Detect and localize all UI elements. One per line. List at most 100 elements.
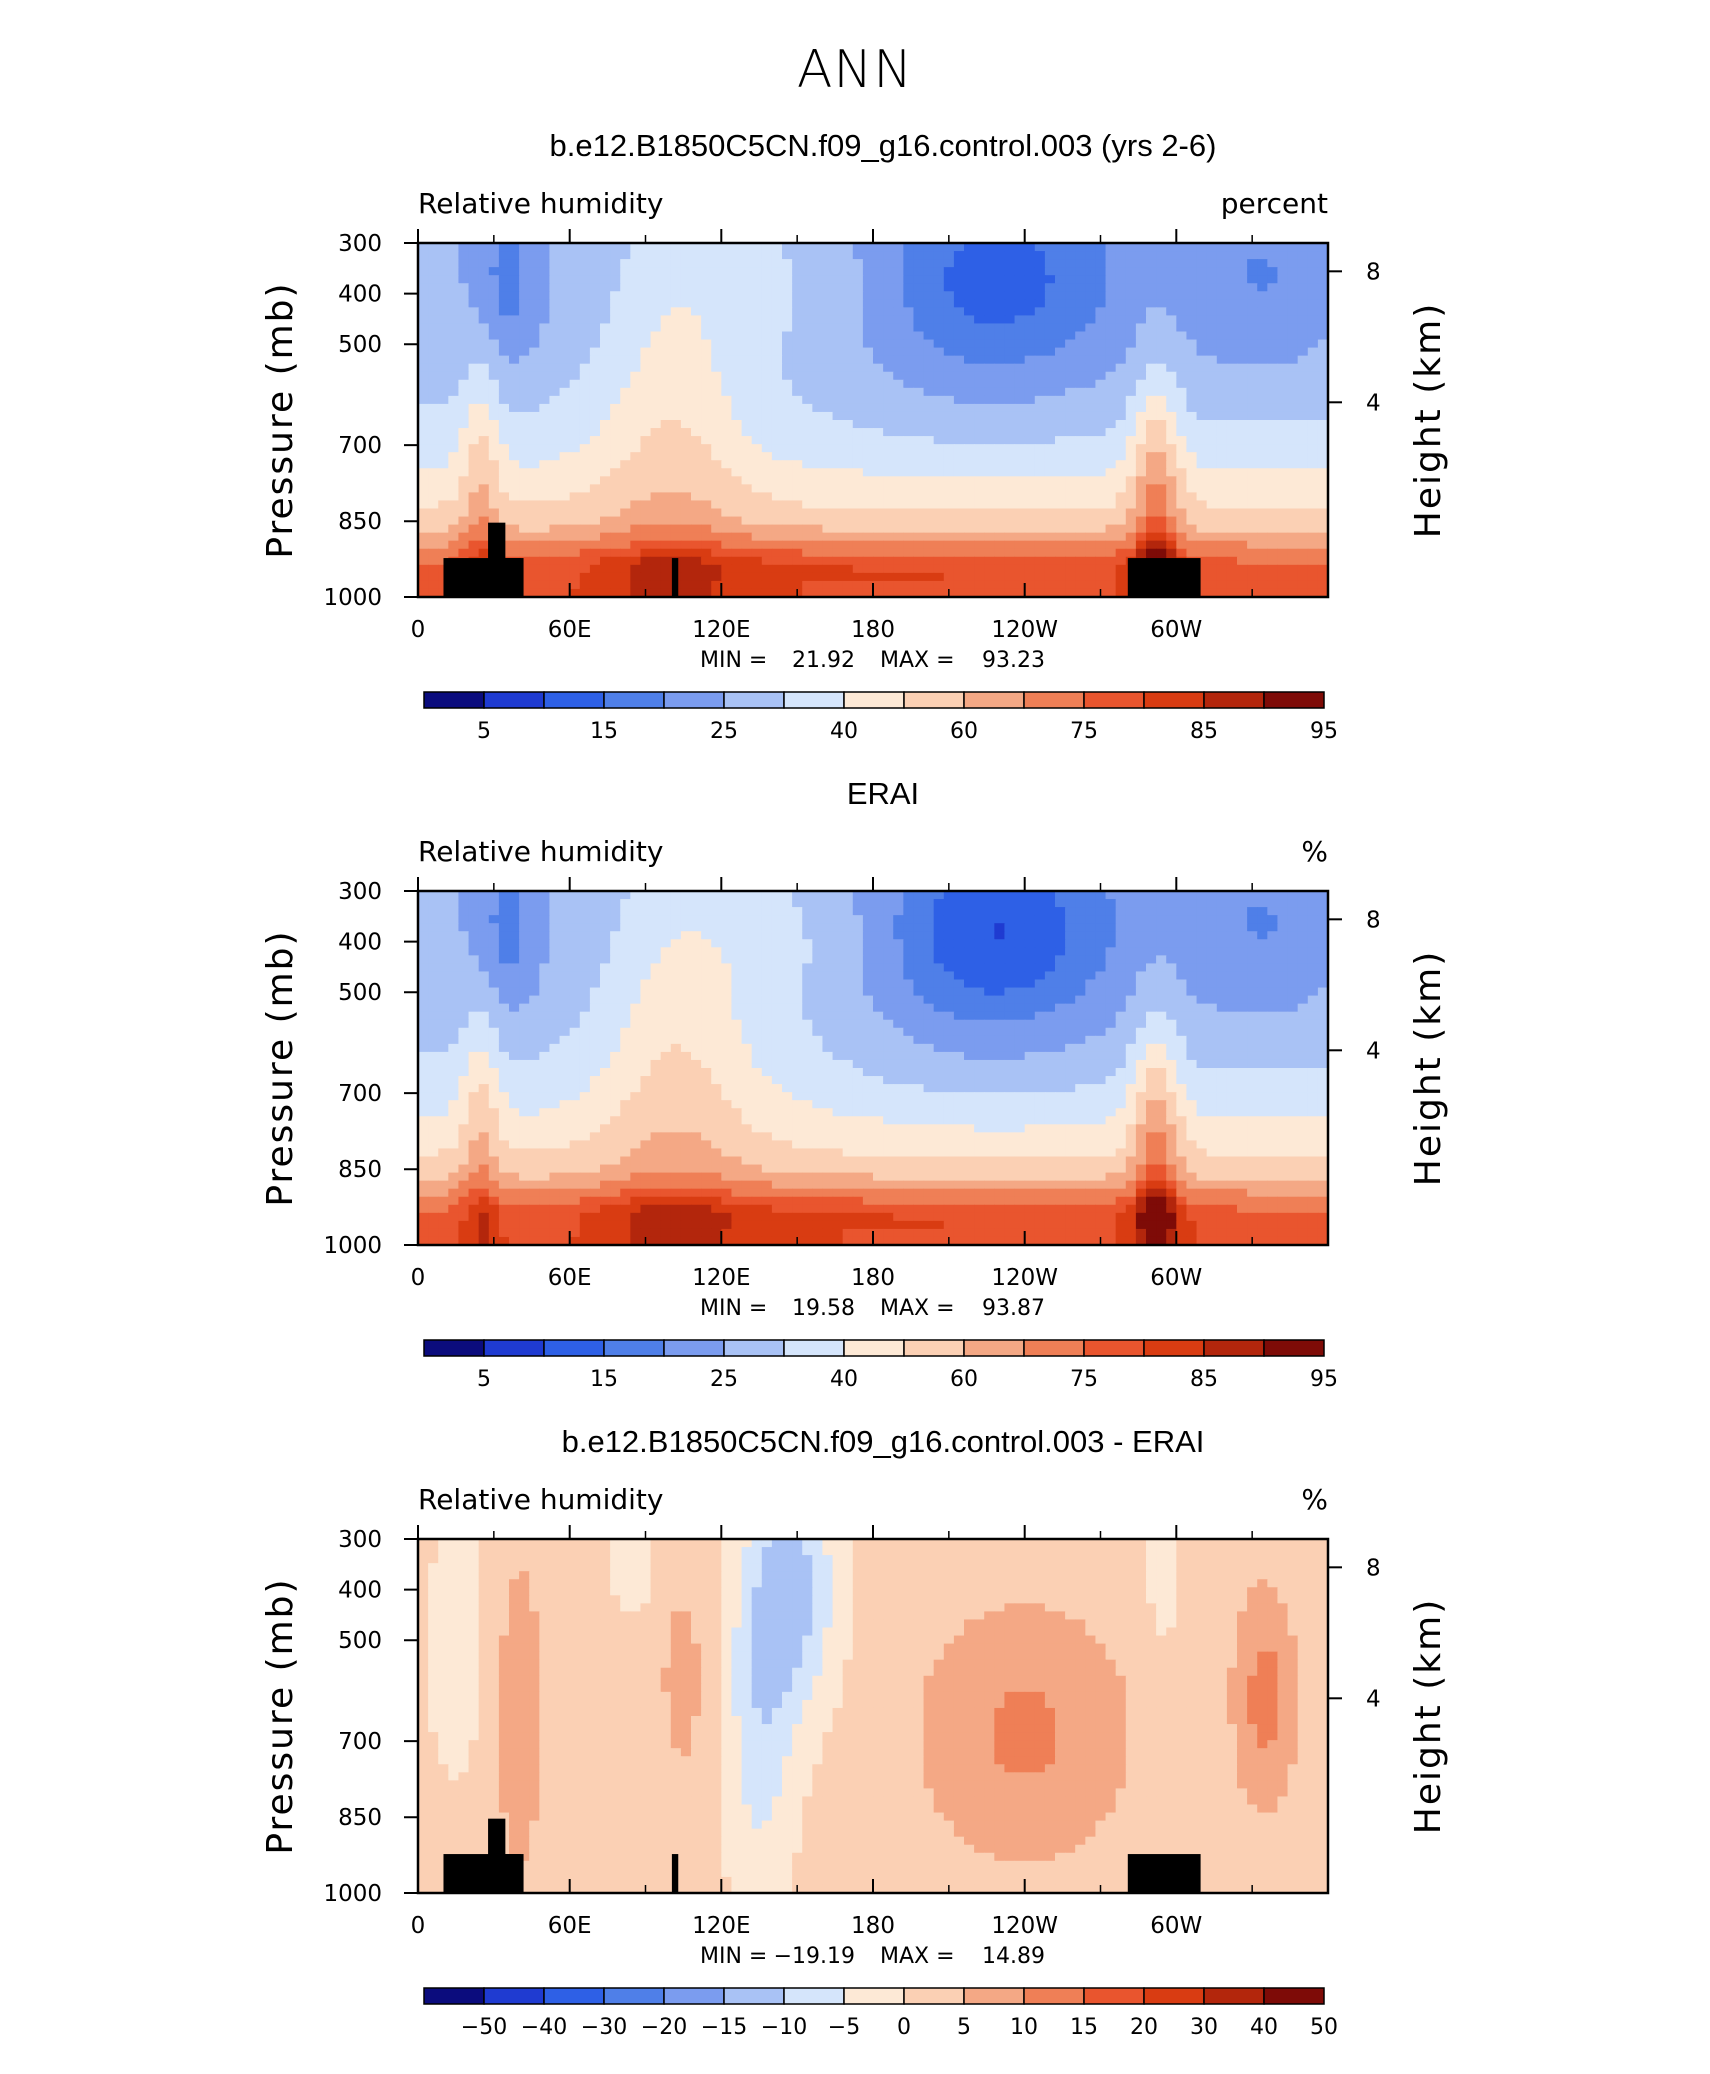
contour-cell (448, 411, 460, 421)
contour-cell (1125, 371, 1137, 381)
contour-cell (964, 395, 975, 405)
contour-cell (933, 452, 945, 461)
contour-cell (923, 907, 935, 916)
contour-cell (862, 259, 874, 268)
contour-cell (751, 291, 763, 300)
contour-cell (691, 403, 702, 413)
contour-cell (650, 267, 662, 276)
contour-cell (1085, 468, 1097, 477)
contour-cell (741, 436, 753, 445)
contour-cell (438, 315, 449, 325)
contour-cell (1146, 907, 1157, 916)
contour-cell (964, 347, 975, 357)
contour-cell (1257, 891, 1268, 900)
contour-cell (579, 291, 591, 300)
contour-cell (1237, 291, 1248, 300)
contour-cell (994, 259, 1006, 268)
contour-cell (873, 516, 884, 526)
contour-cell (569, 428, 581, 437)
contour-cell (691, 955, 702, 965)
contour-cell (1146, 299, 1157, 308)
contour-cell (751, 955, 763, 965)
contour-cell (1004, 283, 1016, 292)
contour-cell (984, 267, 995, 276)
contour-cell (701, 540, 712, 550)
contour-cell (1287, 243, 1299, 252)
contour-cell (539, 460, 551, 469)
contour-cell (1216, 899, 1228, 908)
contour-cell (761, 556, 773, 566)
contour-cell (923, 291, 935, 300)
contour-cell (1105, 379, 1117, 389)
contour-cell (761, 307, 773, 317)
contour-cell (1247, 580, 1258, 590)
contour-cell (771, 339, 783, 349)
contour-cell (1277, 939, 1289, 948)
contour-cell (792, 444, 803, 453)
contour-cell (1024, 411, 1036, 421)
contour-cell (711, 476, 722, 485)
contour-cell (569, 899, 581, 908)
contour-cell (640, 444, 652, 453)
contour-cell (1237, 323, 1248, 333)
contour-cell (893, 556, 904, 566)
contour-cell (539, 452, 551, 461)
contour-cell (1216, 251, 1228, 260)
contour-cell (660, 931, 672, 940)
contour-cell (1226, 963, 1238, 973)
contour-cell (1105, 243, 1117, 252)
contour-cell (569, 891, 581, 900)
contour-cell (1135, 532, 1147, 542)
contour-cell (1247, 492, 1258, 502)
contour-cell (630, 500, 642, 510)
contour-cell (1216, 508, 1228, 518)
contour-cell (1105, 259, 1117, 268)
contour-cell (600, 939, 611, 948)
contour-cell (1055, 484, 1066, 494)
contour-cell (1034, 476, 1046, 485)
contour-cell (478, 500, 490, 510)
contour-cell (964, 476, 975, 485)
contour-cell (741, 395, 753, 405)
contour-cell (893, 243, 904, 252)
contour-cell (670, 387, 682, 397)
contour-cell (1004, 588, 1016, 598)
contour-cell (1277, 387, 1289, 397)
contour-cell (428, 572, 439, 582)
contour-cell (883, 283, 894, 292)
contour-cell (761, 363, 773, 373)
contour-cell (1034, 428, 1046, 437)
contour-cell (913, 275, 925, 284)
contour-cell (1277, 468, 1289, 477)
contour-cell (994, 371, 1006, 381)
contour-cell (620, 379, 631, 389)
contour-cell (488, 307, 500, 317)
contour-cell (933, 532, 945, 542)
panel-1: b.e12.B1850C5CN.f09_g16.control.003 (yrs… (260, 128, 1449, 744)
contour-cell (1277, 572, 1289, 582)
contour-cell (640, 963, 652, 973)
contour-cell (1196, 963, 1208, 973)
contour-cell (812, 564, 824, 574)
contour-cell (994, 540, 1006, 550)
contour-cell (1034, 403, 1046, 413)
contour-cell (782, 403, 793, 413)
contour-cell (610, 955, 621, 965)
contour-cell (933, 492, 945, 502)
contour-cell (984, 500, 995, 510)
contour-cell (680, 411, 692, 421)
contour-cell (1146, 315, 1157, 325)
contour-cell (953, 243, 965, 252)
contour-cell (842, 468, 854, 477)
contour-cell (1034, 267, 1046, 276)
contour-cell (519, 955, 530, 965)
contour-cell (883, 899, 894, 908)
contour-cell (488, 444, 500, 453)
contour-cell (488, 460, 500, 469)
contour-cell (549, 476, 561, 485)
contour-cell (650, 947, 662, 956)
contour-cell (670, 931, 682, 940)
contour-cell (1216, 339, 1228, 349)
contour-cell (509, 915, 520, 924)
contour-cell (438, 963, 449, 973)
